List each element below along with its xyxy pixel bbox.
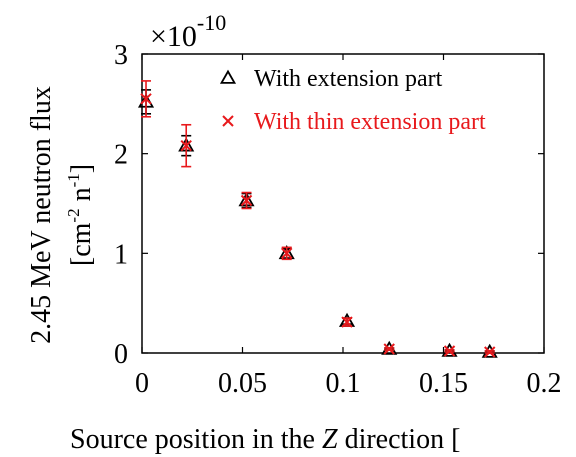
- scale-factor-exponent: -10: [197, 10, 226, 35]
- y-label-close: ]: [66, 164, 97, 173]
- x-label-italic: Z: [322, 424, 338, 455]
- y-axis-label: 2.45 MeV neutron flux [cm-2 n-1]: [26, 86, 97, 344]
- x-tick-label: 0.1: [326, 368, 361, 399]
- plot-frame: [141, 53, 545, 354]
- y-tick-label: 1: [114, 239, 128, 270]
- marker-stroke: [222, 115, 234, 127]
- data-point: [443, 345, 456, 357]
- data-point: [140, 93, 152, 105]
- marker-stroke: [140, 93, 152, 105]
- x-tick-label: 0: [135, 368, 149, 399]
- legend-marker: [219, 69, 237, 84]
- marker-stroke: [180, 139, 192, 152]
- data-marks: [137, 80, 498, 358]
- y-tick-label: 0: [114, 339, 128, 370]
- scale-factor-prefix: ×10: [150, 20, 197, 53]
- marker-stroke: [240, 194, 253, 207]
- data-point: [383, 343, 395, 355]
- axis-ticks: 0 0.05 0.1 0.15 0.2 0 1 2 3: [114, 40, 562, 399]
- y-label-open: [cm: [66, 222, 97, 266]
- y-tick-label: 2: [114, 140, 128, 171]
- legend-label: With extension part: [254, 66, 443, 92]
- marker-stroke: [443, 345, 456, 357]
- y-axis-label-line2: [cm-2 n-1]: [64, 164, 97, 266]
- legend-label: With thin extension part: [254, 109, 486, 135]
- marker-stroke: [281, 247, 293, 260]
- series-2: [140, 80, 496, 358]
- y-label-mid: n: [66, 187, 97, 208]
- data-point: [281, 247, 293, 260]
- x-label-after: direction [: [338, 424, 461, 455]
- data-point: [341, 316, 353, 328]
- data-point: [240, 194, 253, 207]
- x-tick-label: 0.05: [218, 368, 267, 399]
- y-tick-label: 3: [114, 40, 128, 71]
- marker-stroke: [484, 346, 496, 358]
- data-point: [484, 346, 496, 358]
- scale-factor: ×10-10: [150, 10, 226, 53]
- marker-stroke: [341, 316, 353, 328]
- x-axis-label: Source position in the Z direction [: [70, 424, 460, 455]
- y-label-sup2: -1: [64, 173, 83, 187]
- y-axis-label-line1: 2.45 MeV neutron flux: [26, 86, 57, 344]
- marker-stroke: [383, 343, 395, 355]
- legend: With extension part With thin extension p…: [219, 66, 486, 135]
- y-label-sup1: -2: [64, 208, 83, 222]
- legend-marker: [222, 115, 234, 127]
- x-label-before: Source position in the: [70, 424, 322, 455]
- x-tick-label: 0.15: [419, 368, 468, 399]
- data-point: [180, 139, 192, 152]
- x-tick-label: 0.2: [527, 368, 562, 399]
